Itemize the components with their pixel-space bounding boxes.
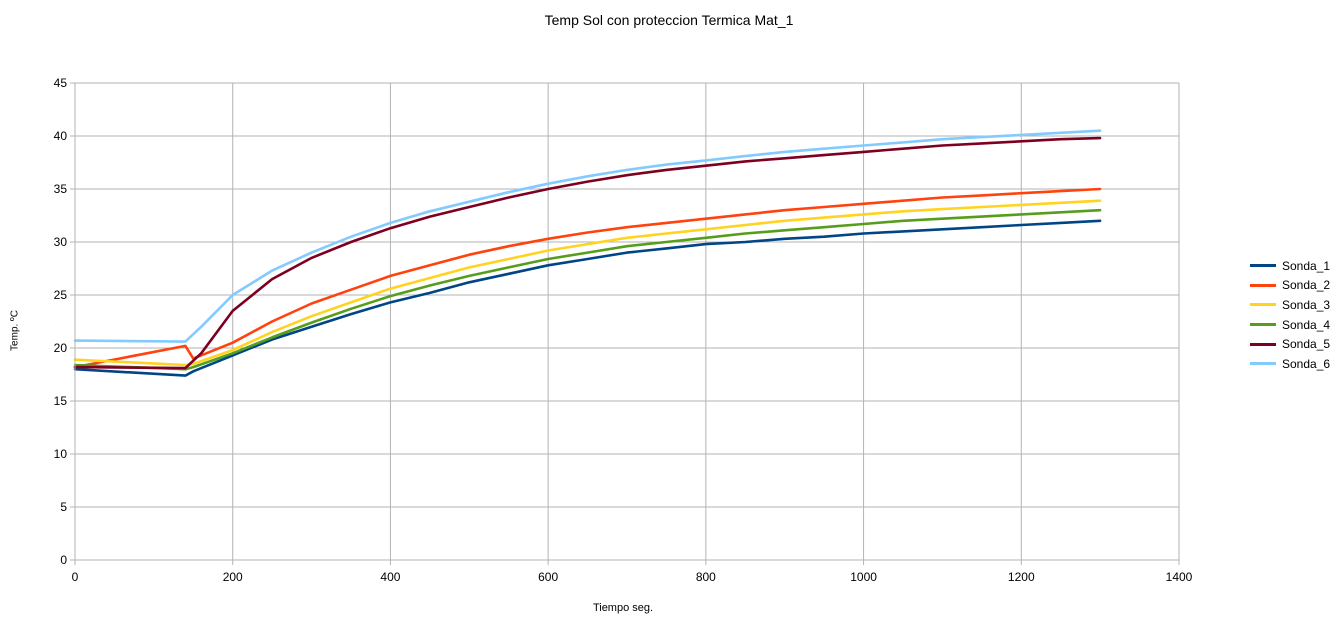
x-tick-label: 1400 [1166,570,1193,584]
legend-swatch [1250,264,1276,268]
y-tick-label: 15 [54,394,68,408]
legend: Sonda_1 Sonda_2 Sonda_3 Sonda_4 Sonda_5 Sonda… [1250,256,1330,374]
x-tick-label: 0 [72,570,79,584]
legend-item-sonda-1: Sonda_1 [1250,256,1330,276]
series-line-sonda-5 [73,136,1102,370]
legend-label: Sonda_3 [1282,297,1331,312]
legend-swatch [1250,283,1276,287]
legend-swatch [1250,303,1276,307]
y-tick-label: 30 [54,235,68,249]
y-tick-label: 45 [54,76,68,90]
legend-label: Sonda_4 [1282,317,1331,332]
x-tick-label: 1200 [1008,570,1035,584]
x-tick-label: 600 [538,570,558,584]
y-tick-label: 0 [60,553,67,567]
legend-item-sonda-2: Sonda_2 [1250,276,1330,296]
x-tick-label: 200 [223,570,243,584]
y-tick-label: 20 [54,341,68,355]
x-tick-label: 400 [380,570,400,584]
x-tick-label: 800 [696,570,716,584]
series-line-sonda-3 [73,199,1102,367]
y-tick-label: 35 [54,182,68,196]
y-tick-label: 40 [54,129,68,143]
series-line-sonda-4 [73,208,1102,371]
series-line-sonda-6 [73,129,1102,343]
series-line-sonda-2 [73,187,1102,369]
y-tick-label: 10 [54,447,68,461]
legend-swatch [1250,323,1276,327]
series-line-sonda-1 [73,219,1102,377]
legend-label: Sonda_5 [1282,337,1331,352]
x-tick-label: 1000 [850,570,877,584]
legend-item-sonda-6: Sonda_6 [1250,354,1330,374]
legend-item-sonda-3: Sonda_3 [1250,295,1330,315]
legend-label: Sonda_6 [1282,356,1331,371]
series-lines [73,129,1102,377]
axes: 0 5 10 15 20 25 30 35 40 45 0 200 400 600 800 1000 1200 1… [54,76,1193,584]
y-tick-label: 5 [60,500,67,514]
legend-label: Sonda_2 [1282,278,1331,293]
legend-label: Sonda_1 [1282,258,1331,273]
legend-item-sonda-5: Sonda_5 [1250,334,1330,354]
legend-swatch [1250,342,1276,346]
legend-item-sonda-4: Sonda_4 [1250,315,1330,335]
legend-swatch [1250,362,1276,366]
x-axis-label: Tiempo seg. [592,602,654,614]
y-axis-label: Temp. ºC [9,310,21,351]
chart-title: Temp Sol con proteccion Termica Mat_1 [544,12,794,28]
y-tick-label: 25 [54,288,68,302]
gridlines [74,82,1180,561]
